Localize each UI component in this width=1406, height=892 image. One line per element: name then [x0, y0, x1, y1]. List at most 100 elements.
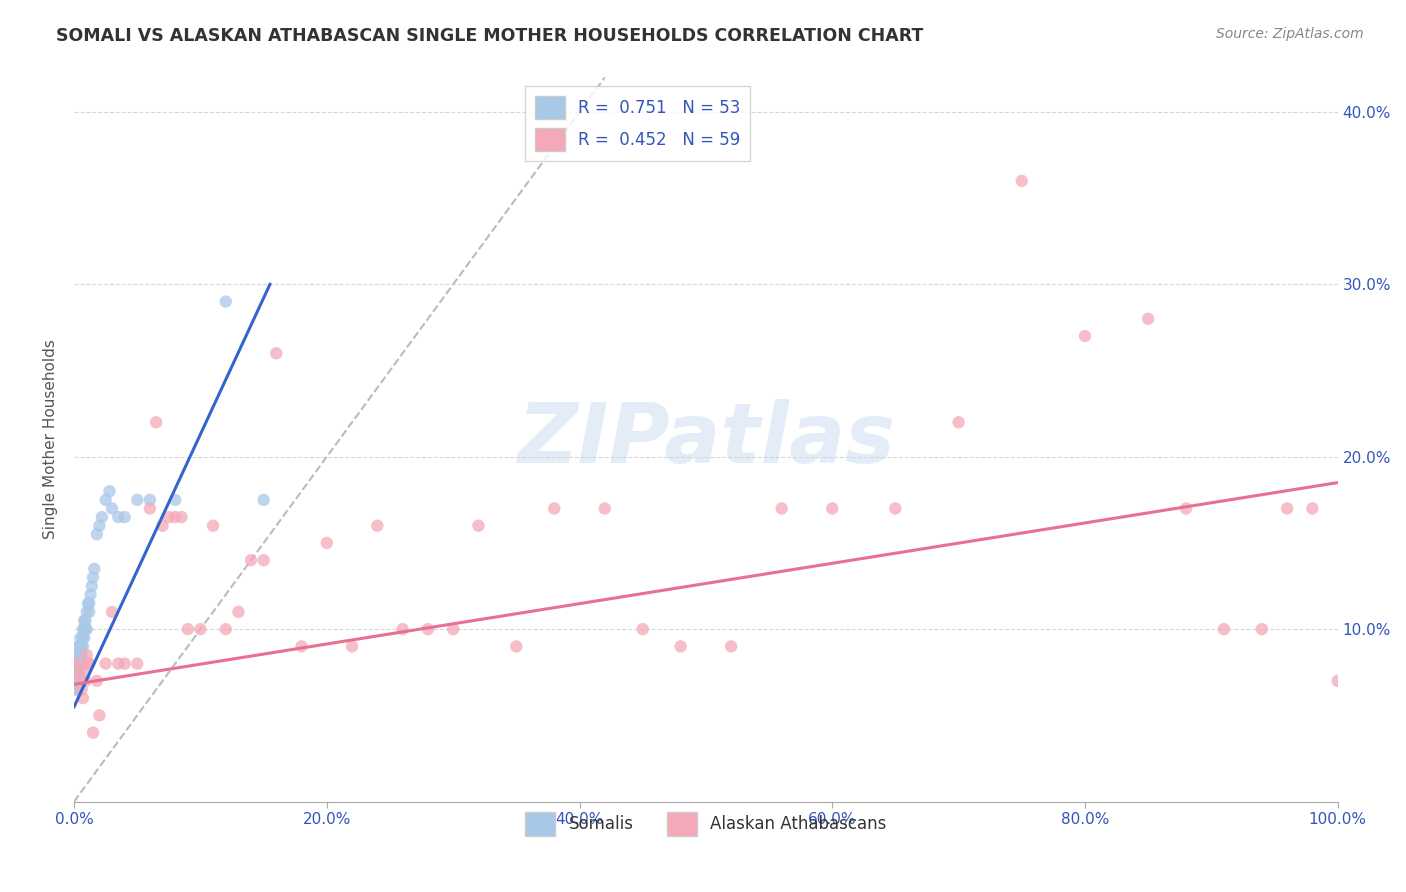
Point [67, 657, 90, 671]
Point [77, 657, 100, 671]
Point [86, 527, 108, 541]
Point [70, 648, 93, 662]
Point [66, 640, 89, 654]
Point [67, 648, 90, 662]
Point [139, 492, 162, 507]
Point [66, 648, 89, 662]
Point [202, 518, 225, 533]
Point [66, 657, 89, 671]
Point [1175, 501, 1198, 516]
Point [114, 510, 136, 524]
Point [72, 631, 94, 645]
Point [75, 614, 97, 628]
Point [1074, 329, 1097, 343]
Point [67, 640, 90, 654]
Point [101, 501, 124, 516]
Point [720, 640, 742, 654]
Point [70, 640, 93, 654]
Point [76, 648, 98, 662]
Point [66, 673, 89, 688]
Point [65, 657, 87, 671]
Point [94, 492, 117, 507]
Point [69, 640, 91, 654]
Point [86, 673, 108, 688]
Point [252, 553, 274, 567]
Point [290, 640, 312, 654]
Point [157, 510, 180, 524]
Point [82, 725, 104, 739]
Point [315, 536, 337, 550]
Point [76, 605, 98, 619]
Point [1011, 174, 1033, 188]
Point [107, 657, 129, 671]
Point [72, 622, 94, 636]
Point [505, 640, 527, 654]
Point [77, 657, 100, 671]
Point [94, 657, 117, 671]
Point [264, 346, 287, 360]
Point [65, 682, 87, 697]
Point [107, 510, 129, 524]
Point [366, 518, 388, 533]
Point [240, 553, 263, 567]
Point [190, 622, 212, 636]
Point [228, 605, 250, 619]
Point [70, 682, 93, 697]
Point [76, 622, 98, 636]
Point [77, 605, 100, 619]
Point [416, 622, 439, 636]
Point [73, 665, 96, 680]
Point [441, 622, 464, 636]
Point [127, 492, 149, 507]
Point [1326, 673, 1348, 688]
Point [77, 596, 100, 610]
Point [1301, 501, 1323, 516]
Point [89, 708, 111, 723]
Point [89, 518, 111, 533]
Point [75, 673, 97, 688]
Point [669, 640, 692, 654]
Point [65, 673, 87, 688]
Point [165, 510, 187, 524]
Point [1275, 501, 1298, 516]
Point [114, 657, 136, 671]
Legend: Somalis, Alaskan Athabascans: Somalis, Alaskan Athabascans [517, 804, 894, 844]
Point [69, 657, 91, 671]
Point [340, 640, 363, 654]
Point [215, 622, 238, 636]
Point [1137, 311, 1160, 326]
Point [69, 648, 91, 662]
Point [69, 631, 91, 645]
Point [73, 631, 96, 645]
Point [77, 596, 100, 610]
Point [65, 673, 87, 688]
Point [165, 492, 187, 507]
Point [139, 501, 162, 516]
Point [72, 691, 94, 706]
Point [73, 614, 96, 628]
Point [66, 665, 89, 680]
Point [948, 415, 970, 429]
Point [145, 415, 167, 429]
Point [69, 673, 91, 688]
Text: Source: ZipAtlas.com: Source: ZipAtlas.com [1216, 27, 1364, 41]
Point [73, 622, 96, 636]
Point [101, 605, 124, 619]
Point [252, 492, 274, 507]
Point [72, 640, 94, 654]
Point [67, 665, 90, 680]
Point [631, 622, 654, 636]
Point [821, 501, 844, 516]
Point [593, 501, 616, 516]
Point [66, 665, 89, 680]
Point [65, 665, 87, 680]
Text: ZIPatlas: ZIPatlas [517, 399, 894, 480]
Point [152, 518, 174, 533]
Point [1212, 622, 1234, 636]
Point [884, 501, 907, 516]
Point [82, 570, 104, 584]
Point [83, 562, 105, 576]
Point [215, 294, 238, 309]
Y-axis label: Single Mother Households: Single Mother Households [44, 340, 58, 540]
Point [170, 510, 193, 524]
